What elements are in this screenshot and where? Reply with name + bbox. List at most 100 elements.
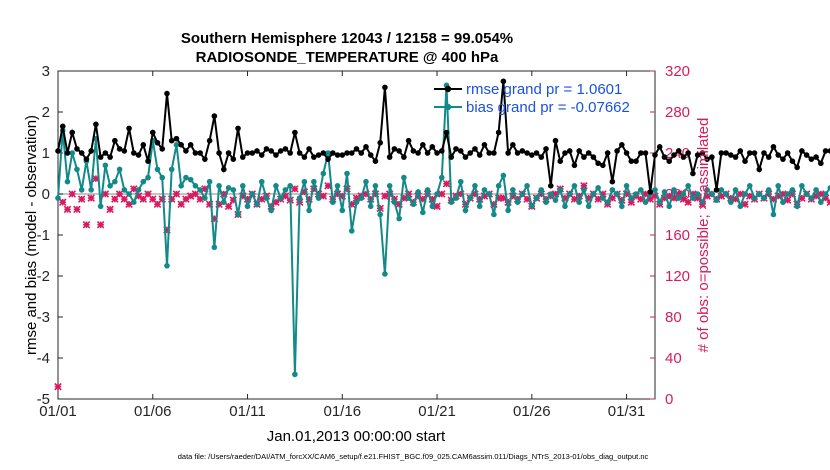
bias-point <box>131 199 137 205</box>
rmse-point <box>102 150 109 156</box>
bias-point <box>235 211 241 218</box>
bias-point <box>822 191 829 197</box>
rmse-point <box>391 146 398 152</box>
x-tick-label: 01/01 <box>39 403 77 420</box>
rmse-point <box>709 154 715 160</box>
bias-point <box>656 199 663 205</box>
bias-point <box>164 262 170 269</box>
plot-area <box>57 70 656 400</box>
rmse-point <box>296 150 303 156</box>
rmse-point <box>344 150 350 156</box>
rmse-point <box>462 154 469 160</box>
rmse-point <box>827 148 830 154</box>
bias-point <box>396 215 402 222</box>
bias-point <box>533 195 540 201</box>
rmse-point <box>420 142 426 148</box>
rmse-point <box>159 146 166 152</box>
y-left-tick-label: 1 <box>42 145 50 162</box>
bias-point <box>268 207 275 214</box>
rmse-point <box>401 154 407 160</box>
y-left-tick-label: -5 <box>37 391 50 408</box>
rmse-point <box>107 154 113 160</box>
bias-point <box>301 178 308 185</box>
rmse-point <box>244 150 251 156</box>
obs-point <box>82 220 91 229</box>
bias-point <box>178 183 184 189</box>
rmse-point <box>576 148 582 154</box>
rmse-point <box>325 156 331 162</box>
bias-point <box>623 183 630 189</box>
bias-point <box>249 191 256 197</box>
rmse-point <box>713 187 720 193</box>
rmse-point <box>637 150 644 156</box>
rmse-point <box>467 150 474 156</box>
rmse-point <box>571 162 578 169</box>
bias-point <box>187 176 194 183</box>
bias-point <box>723 191 729 197</box>
bias-point <box>585 203 592 210</box>
rmse-point <box>633 158 639 164</box>
bias-point <box>315 195 322 201</box>
bias-point <box>637 187 644 193</box>
bias-point <box>765 187 772 193</box>
bias-point <box>699 199 706 205</box>
bias-point <box>595 185 601 191</box>
rmse-point <box>457 148 464 154</box>
x-tick-label: 01/16 <box>324 403 362 420</box>
bias-point <box>808 195 815 201</box>
rmse-point <box>126 125 132 132</box>
obs-point <box>684 198 692 206</box>
rmse-point <box>628 158 635 164</box>
bias-point <box>372 183 379 189</box>
bias-point <box>325 150 331 156</box>
bias-point <box>581 187 587 193</box>
rmse-point <box>93 121 99 128</box>
rmse-point <box>566 148 573 154</box>
bias-point <box>258 178 265 185</box>
bias-point <box>330 199 336 205</box>
rmse-point <box>339 152 346 158</box>
rmse-point <box>187 142 194 148</box>
rmse-point <box>538 154 545 160</box>
obs-point <box>627 198 636 206</box>
rmse-point <box>358 150 365 156</box>
bias-point <box>614 191 620 197</box>
rmse-point <box>590 154 597 160</box>
bias-point <box>424 187 431 193</box>
rmse-point <box>83 156 90 162</box>
obs-point <box>63 205 72 214</box>
bias-point <box>571 183 578 189</box>
rmse-point <box>311 154 317 160</box>
rmse-point <box>822 148 829 154</box>
bias-point <box>519 191 526 197</box>
rmse-point <box>135 152 142 158</box>
bias-point <box>448 199 455 205</box>
obs-point <box>73 205 81 214</box>
footer-datafile: data file: /Users/raeder/DAI/ATM_forcXX/… <box>178 452 649 461</box>
bias-point <box>126 191 132 197</box>
x-tick-label: 01/31 <box>608 403 646 420</box>
bias-point <box>140 178 147 185</box>
y-right-tick-label: 320 <box>665 63 690 80</box>
bias-point <box>728 199 734 205</box>
bias-point <box>168 166 175 173</box>
rmse-point <box>656 144 663 150</box>
bias-point <box>405 195 412 201</box>
bias-point <box>391 199 398 205</box>
obs-point <box>87 194 95 202</box>
obs-point <box>224 202 233 211</box>
rmse-point <box>694 152 701 158</box>
bias-point <box>813 187 819 193</box>
bias-point <box>524 183 530 189</box>
y-axis-left: 3 2 1 0 -1 -2 -3 -4 -5 <box>37 63 63 408</box>
bias-point <box>429 203 436 210</box>
obs-point <box>68 190 76 198</box>
bias-point <box>713 197 720 203</box>
bias-point <box>415 189 421 195</box>
rmse-point <box>315 152 322 158</box>
rmse-point <box>661 154 668 160</box>
legend-bias-marker <box>444 103 452 111</box>
bias-point <box>671 187 677 193</box>
rmse-point <box>775 152 781 158</box>
obs-point <box>438 190 446 198</box>
